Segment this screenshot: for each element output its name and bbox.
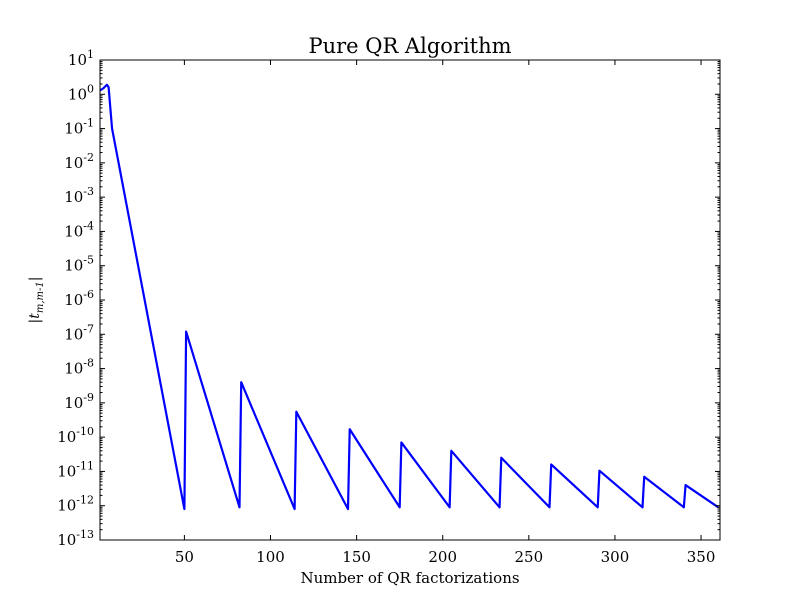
y-axis-label: |tm,m-1|: [27, 277, 46, 324]
x-axis-label: Number of QR factorizations: [300, 569, 519, 587]
y-tick-label: 101: [68, 48, 94, 69]
x-axis-ticks: 50 100 150 200 250 300 350: [175, 60, 716, 566]
y-tick-label: 10-12: [57, 494, 94, 515]
y-tick-label: 100: [68, 82, 94, 103]
y-tick-label: 10-5: [64, 254, 94, 275]
chart-title: Pure QR Algorithm: [308, 34, 511, 58]
x-tick-label: 300: [601, 548, 630, 566]
y-axis-ticks: 101 100 10-1 10-2 10-3 10-4 10-5 10-6 10-7 10-8 10…: [57, 48, 720, 549]
y-tick-label: 10-3: [64, 185, 94, 206]
data-line-group: [99, 83, 719, 511]
y-tick-label: 10-11: [57, 459, 94, 480]
plot-frame: [99, 59, 721, 541]
x-tick-label: 100: [256, 548, 285, 566]
y-tick-label: 10-10: [57, 425, 94, 446]
y-tick-label: 10-8: [64, 357, 94, 378]
x-tick-label: 200: [428, 548, 457, 566]
y-tick-label: 10-13: [57, 528, 94, 549]
x-tick-label: 150: [342, 548, 371, 566]
y-tick-label: 10-4: [64, 219, 94, 240]
x-tick-label: 250: [515, 548, 544, 566]
y-tick-label: 10-6: [64, 288, 94, 309]
y-tick-label: 10-1: [64, 117, 94, 138]
y-tick-label: 10-2: [64, 151, 94, 172]
x-tick-label: 350: [687, 548, 716, 566]
y-tick-label: 10-7: [64, 322, 94, 343]
y-tick-label: 10-9: [64, 391, 94, 412]
x-tick-label: 50: [175, 548, 194, 566]
series-line-1: [99, 83, 719, 511]
